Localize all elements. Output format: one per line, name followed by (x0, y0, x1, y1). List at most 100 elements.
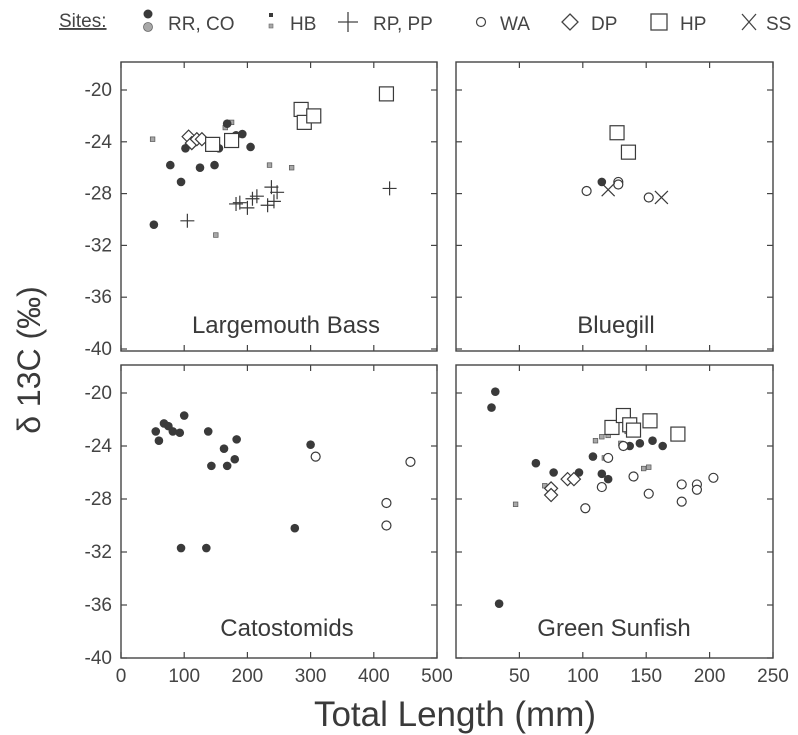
panel-title-bluegill: Bluegill (577, 312, 654, 339)
data-point-small-square (599, 434, 605, 440)
panel-frame-top-left (120, 61, 438, 352)
data-point-filled-circle (175, 428, 185, 438)
legend-label-dp: DP (591, 14, 617, 35)
data-point-open-square (642, 413, 658, 429)
legend-marker-open-circle (475, 16, 487, 28)
data-point-plus (229, 196, 244, 211)
data-point-plus (232, 195, 247, 210)
data-point-small-square (646, 464, 652, 470)
data-point-open-circle (676, 496, 687, 507)
data-point-open-circle (676, 479, 687, 490)
x-axis-title: Total Length (mm) (314, 695, 596, 734)
data-point-filled-circle (168, 427, 178, 436)
y-tick-label: -32 (85, 542, 112, 563)
data-point-open-square (620, 144, 637, 160)
data-point-x-cross (654, 190, 669, 205)
x-tick-label: 200 (694, 666, 726, 687)
data-point-filled-circle (210, 160, 219, 170)
y-tick-label: -28 (85, 489, 112, 510)
data-point-open-circle (691, 484, 703, 495)
y-tick-label: -40 (85, 339, 112, 360)
data-point-filled-circle (597, 469, 607, 479)
data-point-filled-circle (232, 435, 241, 444)
data-point-open-circle (596, 481, 607, 493)
legend: Sites: RR, CO HB RP, PP WA DP HP SS (59, 9, 791, 35)
legend-marker-rr (143, 9, 153, 19)
y-tick-label: -36 (85, 287, 112, 308)
data-point-open-square (609, 125, 625, 141)
data-point-open-circle (581, 185, 592, 197)
data-point-filled-circle (487, 403, 496, 412)
data-point-filled-circle (207, 461, 216, 471)
data-point-plus (270, 185, 285, 200)
panel-frame-bottom-left (120, 364, 438, 659)
data-point-open-circle (708, 472, 719, 483)
legend-label-rp-pp: RP, PP (373, 14, 433, 35)
data-point-filled-circle (246, 142, 255, 152)
data-point-filled-circle (202, 543, 211, 553)
data-point-small-square (213, 232, 219, 238)
legend-marker-plus (338, 12, 358, 32)
legend-marker-co (143, 22, 153, 32)
data-point-filled-circle (648, 436, 657, 446)
panel-frame-top-right (455, 61, 774, 352)
x-tick-label: 150 (630, 666, 662, 687)
data-point-filled-circle (176, 177, 186, 187)
data-point-open-diamond (543, 487, 559, 503)
x-tick-label: 50 (509, 666, 530, 687)
data-point-open-square (378, 86, 395, 102)
data-point-small-square (288, 165, 295, 171)
data-point-filled-circle (149, 220, 159, 229)
data-point-filled-circle (531, 458, 541, 468)
data-point-open-square (293, 101, 309, 118)
legend-label-wa: WA (500, 14, 530, 35)
data-point-filled-circle (222, 119, 232, 128)
data-point-open-circle (405, 456, 416, 467)
data-point-filled-circle (597, 177, 607, 187)
y-tick-label: -28 (85, 184, 112, 205)
data-point-filled-circle (290, 523, 300, 533)
data-point-filled-circle (203, 427, 213, 436)
data-point-open-circle (643, 192, 654, 203)
x-tick-label: 300 (295, 666, 327, 687)
panel-frame-bottom-right (455, 364, 774, 659)
y-tick-label: -40 (85, 648, 112, 669)
x-tick-label: 100 (168, 666, 200, 687)
legend-marker-open-square (650, 13, 668, 31)
legend-title: Sites: (59, 11, 107, 32)
data-point-filled-circle (165, 160, 175, 170)
legend-label-hb: HB (290, 14, 316, 35)
data-point-small-square (641, 465, 647, 472)
data-point-plus (240, 200, 255, 215)
panel-title-largemouth-bass: Largemouth Bass (192, 312, 380, 339)
data-point-filled-circle (574, 468, 584, 477)
data-point-plus (260, 198, 275, 213)
legend-marker-hb-gray (268, 23, 274, 29)
legend-label-hp: HP (680, 14, 706, 35)
data-point-filled-circle (306, 440, 315, 449)
data-point-open-circle (643, 488, 654, 499)
data-point-open-circle (381, 497, 392, 509)
data-point-filled-circle (658, 441, 667, 451)
data-point-filled-circle (588, 452, 598, 461)
data-point-small-square (266, 162, 273, 168)
data-point-small-square (512, 501, 519, 507)
data-point-filled-circle (219, 444, 229, 453)
data-point-filled-circle (635, 439, 645, 448)
legend-marker-x (741, 13, 757, 31)
data-point-filled-circle (549, 468, 558, 477)
legend-label-ss: SS (766, 14, 791, 35)
y-tick-label: -32 (85, 235, 112, 256)
data-point-open-circle (628, 471, 639, 482)
data-point-plus (266, 194, 281, 209)
data-point-filled-circle (179, 411, 189, 420)
data-point-filled-circle (494, 599, 504, 608)
y-tick-label: -20 (85, 383, 112, 404)
panel-title-catostomids: Catostomids (220, 615, 353, 642)
x-tick-label: 200 (232, 666, 264, 687)
data-point-open-circle (618, 440, 629, 452)
legend-label-rr-co: RR, CO (168, 14, 235, 35)
y-axis-title: δ 13C (‰) (11, 286, 47, 434)
data-point-plus (249, 189, 264, 204)
